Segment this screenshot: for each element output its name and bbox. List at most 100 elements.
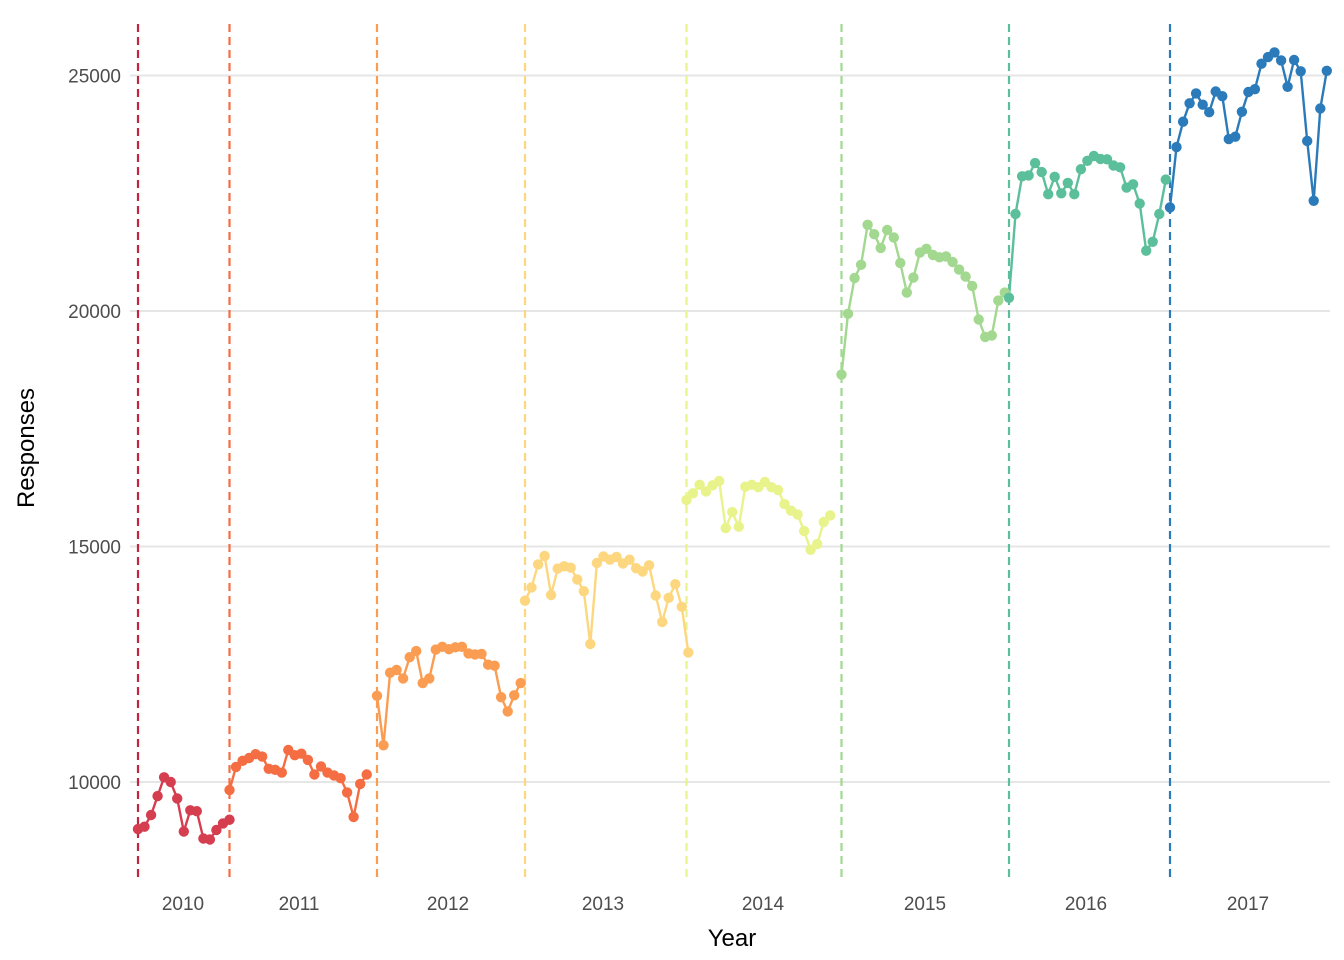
data-point bbox=[591, 557, 603, 569]
data-point bbox=[191, 806, 202, 817]
data-point bbox=[1043, 189, 1054, 200]
data-point bbox=[1269, 47, 1280, 58]
data-point bbox=[818, 516, 829, 528]
data-point bbox=[476, 648, 487, 660]
data-point bbox=[670, 579, 681, 590]
data-point bbox=[335, 773, 346, 784]
data-point bbox=[798, 525, 810, 537]
data-point bbox=[733, 521, 744, 532]
x-tick-label: 2014 bbox=[742, 894, 785, 915]
data-point bbox=[720, 522, 731, 534]
data-point bbox=[502, 706, 513, 717]
data-point bbox=[315, 761, 327, 772]
data-point bbox=[585, 638, 596, 650]
data-point bbox=[687, 488, 699, 499]
data-point bbox=[1134, 198, 1145, 209]
data-point bbox=[681, 494, 692, 506]
data-point bbox=[276, 767, 287, 778]
data-point bbox=[456, 641, 468, 652]
data-point bbox=[1282, 81, 1293, 93]
x-tick-label: 2017 bbox=[1227, 894, 1269, 915]
y-tick-label: 15000 bbox=[68, 538, 121, 559]
data-point bbox=[1315, 103, 1326, 114]
data-point bbox=[1236, 106, 1248, 118]
data-point bbox=[1164, 202, 1176, 213]
data-point bbox=[650, 590, 661, 601]
data-point bbox=[1249, 84, 1261, 95]
data-point bbox=[1230, 131, 1241, 142]
data-point bbox=[1062, 177, 1074, 189]
data-point bbox=[1217, 91, 1228, 102]
data-point bbox=[882, 224, 893, 236]
data-point bbox=[565, 562, 576, 573]
data-point bbox=[1141, 245, 1152, 256]
gridlines bbox=[130, 74, 1330, 783]
data-point bbox=[1029, 157, 1041, 169]
data-point bbox=[1321, 65, 1333, 77]
data-point bbox=[424, 673, 435, 684]
data-point bbox=[361, 769, 372, 780]
data-point bbox=[888, 232, 899, 243]
y-axis-title: Responses bbox=[13, 388, 40, 508]
data-point bbox=[165, 776, 176, 788]
data-point bbox=[875, 242, 886, 254]
x-tick-label: 2015 bbox=[904, 894, 946, 915]
data-point bbox=[683, 647, 694, 658]
data-point bbox=[714, 475, 725, 487]
data-point bbox=[1114, 162, 1126, 173]
data-point bbox=[921, 243, 932, 254]
data-point bbox=[519, 595, 531, 606]
data-point bbox=[309, 769, 320, 780]
data-point bbox=[694, 479, 705, 490]
data-point bbox=[532, 559, 544, 570]
data-point bbox=[986, 330, 997, 341]
y-tick-label: 10000 bbox=[68, 773, 121, 794]
data-point bbox=[489, 660, 500, 671]
data-point bbox=[1197, 99, 1208, 110]
data-point bbox=[855, 259, 867, 270]
data-point bbox=[772, 484, 784, 496]
data-point bbox=[663, 592, 674, 603]
data-point bbox=[792, 509, 803, 520]
data-point bbox=[901, 287, 912, 298]
data-point bbox=[1275, 55, 1287, 66]
data-point bbox=[355, 778, 366, 790]
data-point bbox=[700, 486, 712, 497]
x-tick-label: 2010 bbox=[162, 894, 204, 915]
y-tick-label: 20000 bbox=[68, 302, 121, 323]
data-point bbox=[257, 751, 268, 762]
data-point bbox=[495, 692, 507, 703]
data-point bbox=[178, 826, 189, 837]
data-point bbox=[296, 748, 307, 759]
data-point bbox=[842, 308, 854, 319]
data-point bbox=[302, 754, 314, 766]
data-point bbox=[908, 272, 919, 283]
x-axis-ticks: 2010 2011 2012 2013 2014 2015 2016 2017 bbox=[162, 894, 1269, 915]
data-point bbox=[211, 824, 222, 836]
data-point bbox=[1049, 171, 1060, 182]
data-point bbox=[1127, 179, 1139, 190]
data-point bbox=[1023, 170, 1034, 181]
data-point bbox=[947, 256, 958, 268]
data-points bbox=[132, 47, 1333, 845]
data-point bbox=[515, 677, 526, 689]
data-point bbox=[825, 510, 836, 521]
data-point bbox=[224, 814, 235, 825]
data-point bbox=[1308, 195, 1319, 206]
x-tick-label: 2016 bbox=[1065, 894, 1107, 915]
data-point bbox=[812, 538, 823, 550]
data-point bbox=[895, 257, 906, 269]
data-point bbox=[637, 566, 648, 577]
data-point bbox=[539, 550, 550, 562]
y-tick-label: 25000 bbox=[68, 67, 121, 88]
data-point bbox=[1288, 54, 1300, 66]
data-point bbox=[545, 589, 557, 601]
data-point bbox=[172, 793, 183, 804]
data-point bbox=[152, 790, 163, 802]
x-tick-label: 2011 bbox=[279, 894, 320, 915]
data-point bbox=[1184, 98, 1195, 109]
x-tick-label: 2012 bbox=[427, 894, 469, 915]
data-point bbox=[378, 740, 389, 751]
data-point bbox=[624, 554, 635, 565]
series-line bbox=[523, 554, 690, 653]
